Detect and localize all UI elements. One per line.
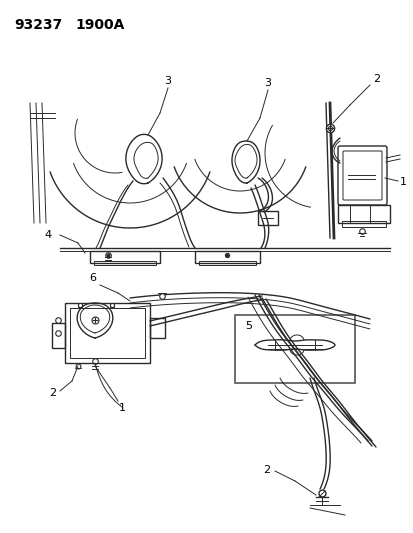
Bar [199,261,255,265]
Bar [341,221,385,227]
Text: 5: 5 [244,321,252,331]
Bar [70,308,145,358]
Bar [150,318,165,338]
Text: 1: 1 [119,403,126,413]
Text: 6: 6 [89,273,96,283]
Bar [52,323,65,348]
Bar [337,205,389,223]
Text: 4: 4 [45,230,52,240]
Text: 2: 2 [262,465,269,475]
Text: 2: 2 [49,388,56,398]
Text: 3: 3 [164,76,171,86]
Text: 93237: 93237 [14,18,62,32]
Text: 1: 1 [399,177,406,187]
Text: 1900A: 1900A [75,18,124,32]
Bar [65,303,150,363]
Bar [90,251,159,263]
Text: 2: 2 [372,74,379,84]
Bar [195,251,259,263]
Text: 3: 3 [264,78,271,88]
Bar [235,315,354,383]
Bar [94,261,156,265]
Bar [257,211,277,225]
